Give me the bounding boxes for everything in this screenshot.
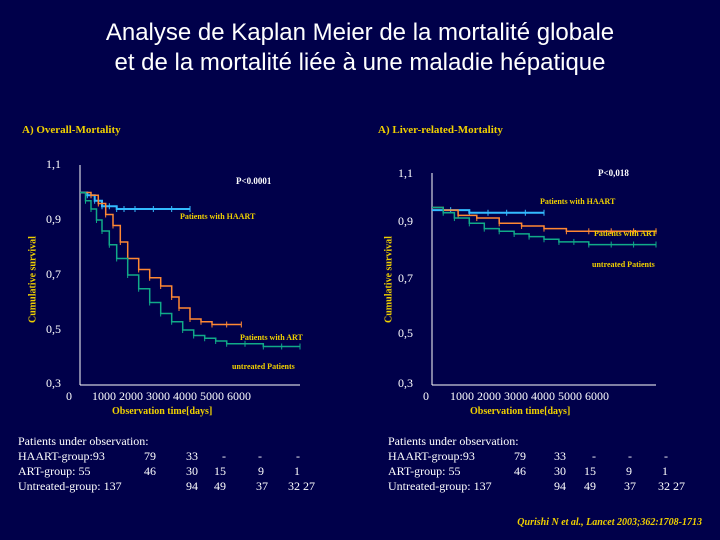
y-tick-label: 0,7 [398, 271, 413, 285]
observation-table-left: Patients under observation: HAART-group:… [18, 434, 338, 494]
series-line-untreated [80, 191, 300, 348]
y-axis-label: Cumulative survival [383, 236, 395, 323]
x-axis-label: Observation time[days] [112, 406, 213, 417]
legend-art: Patients with ART [594, 229, 657, 238]
y-tick-label: 0,3 [398, 376, 413, 390]
observation-header: Patients under observation: [18, 434, 149, 448]
observation-row-haart: HAART-group:93 79 33 - - - [18, 449, 300, 463]
slide-title: Analyse de Kaplan Meier de la mortalité … [0, 18, 720, 78]
legend-haart: Patients with HAART [540, 197, 616, 206]
citation: Qurishi N et al., Lancet 2003;362:1708-1… [517, 517, 702, 528]
y-tick-label: 0,7 [46, 267, 61, 281]
x-tick-labels: 1000 2000 3000 4000 5000 6000 [92, 389, 251, 403]
y-tick-label: 1,1 [398, 166, 413, 180]
y-tick-label: 1,1 [46, 157, 61, 171]
y-tick-label: 0,9 [398, 214, 413, 228]
y-tick-label: 0,5 [398, 326, 413, 340]
legend-untreated: untreated Patients [232, 362, 295, 371]
plot-area [431, 173, 657, 386]
title-line-1: Analyse de Kaplan Meier de la mortalité … [105, 19, 615, 46]
observation-row-untreated: Untreated-group: 137 94 49 37 32 27 [18, 479, 315, 493]
observation-row-art: ART-group: 55 46 30 15 9 1 [388, 464, 668, 478]
y-tick-label: 0,5 [46, 322, 61, 336]
observation-header: Patients under observation: [388, 434, 519, 448]
x-axis-label: Observation time[days] [470, 406, 571, 417]
panel-title: A) Liver-related-Mortality [378, 124, 503, 136]
y-axis-label: Cumulative survival [27, 236, 39, 323]
title-line-2: et de la mortalité liée à une maladie hé… [114, 49, 606, 76]
legend-untreated: untreated Patients [592, 260, 655, 269]
legend-haart: Patients with HAART [180, 212, 256, 221]
y-tick-label: 0,3 [46, 376, 61, 390]
legend-art: Patients with ART [240, 333, 303, 342]
x-tick-label: 0 [423, 389, 429, 403]
observation-table-right: Patients under observation: HAART-group:… [388, 434, 708, 494]
y-tick-label: 0,9 [46, 212, 61, 226]
p-value: P<0.0001 [236, 176, 272, 186]
observation-row-untreated: Untreated-group: 137 94 49 37 32 27 [388, 479, 685, 493]
observation-row-art: ART-group: 55 46 30 15 9 1 [18, 464, 300, 478]
p-value: P<0,018 [598, 168, 629, 178]
panel-title: A) Overall-Mortality [22, 124, 121, 136]
x-tick-label: 0 [66, 389, 72, 403]
observation-row-haart: HAART-group:93 79 33 - - - [388, 449, 668, 463]
x-tick-labels: 1000 2000 3000 4000 5000 6000 [450, 389, 609, 403]
plot-area [79, 165, 301, 386]
